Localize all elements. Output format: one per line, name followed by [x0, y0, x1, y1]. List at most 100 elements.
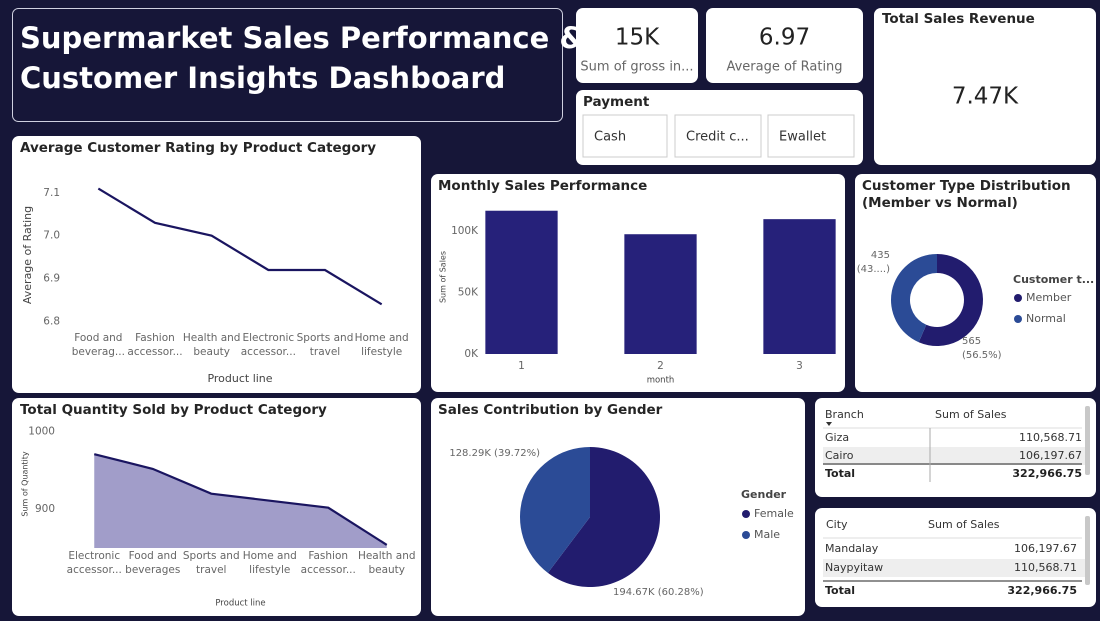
x-tick-label: Health and beauty: [358, 550, 416, 576]
y-tick-label: 100K: [451, 225, 479, 237]
text-line: Home and: [355, 332, 409, 344]
data-label: 565 (56.5%): [962, 336, 1002, 361]
x-tick-label: Sports and travel: [183, 550, 240, 576]
x-tick-label: 1: [518, 360, 525, 372]
chart-title: Average Customer Rating by Product Categ…: [20, 140, 376, 156]
x-tick-label: Home and lifestyle: [355, 332, 409, 358]
text-line: accessor...: [241, 346, 296, 358]
table-cell: Mandalay: [825, 542, 879, 555]
row-band: [823, 447, 1085, 465]
slicer-option-box[interactable]: [674, 114, 762, 158]
bar: [485, 210, 558, 354]
slicer-option[interactable]: Ewallet: [779, 130, 826, 145]
text-line: Customer Type Distribution: [862, 178, 1071, 194]
legend-title: Gender: [741, 488, 787, 501]
text-line: beverages: [125, 564, 180, 576]
card-label: Average of Rating: [726, 60, 842, 75]
row-band: [823, 559, 1085, 577]
title-box: [12, 8, 563, 122]
bar: [624, 234, 697, 354]
card-value: 15K: [615, 25, 660, 51]
panel: [815, 508, 1096, 607]
slicer-title: Payment: [583, 94, 650, 110]
scrollbar: [1085, 406, 1090, 475]
y-tick-label: 6.9: [43, 273, 60, 285]
x-tick-label: Electronic accessor...: [241, 332, 296, 358]
text-line: Home and: [243, 550, 297, 562]
table-header: Branch: [825, 408, 864, 421]
text-line: Electronic: [68, 550, 120, 562]
table-cell: 106,197.67: [1019, 449, 1082, 462]
table-cell: 110,568.71: [1019, 431, 1082, 444]
y-tick-label: 7.0: [43, 230, 60, 242]
legend-swatch: [1014, 294, 1022, 302]
y-tick-label: 1000: [28, 426, 55, 438]
text-line: beverag...: [72, 346, 125, 358]
x-tick-label: Fashion accessor...: [127, 332, 182, 358]
bar: [763, 219, 836, 354]
text-line: accessor...: [127, 346, 182, 358]
x-tick-label: Health and beauty: [183, 332, 241, 358]
card-value: 6.97: [759, 25, 810, 51]
text-line: beauty: [368, 564, 405, 576]
card-label: Sum of gross in...: [580, 60, 693, 75]
data-label: 435 (43....): [857, 250, 890, 275]
text-line: lifestyle: [249, 564, 290, 576]
table-cell: Giza: [825, 431, 849, 444]
y-tick-label: 0K: [464, 348, 479, 360]
panel: [576, 8, 698, 83]
legend-label: Male: [754, 528, 780, 541]
text-line: (43....): [857, 264, 890, 275]
x-tick-label: 2: [657, 360, 664, 372]
data-label: 194.67K (60.28%): [613, 587, 704, 598]
legend-title: Customer t...: [1013, 273, 1094, 286]
text-line: Sports and: [183, 550, 240, 562]
sort-indicator: [826, 422, 832, 426]
slice: [891, 254, 937, 343]
text-line: 435: [871, 250, 890, 261]
y-tick-label: 7.1: [43, 187, 60, 199]
legend-swatch: [742, 531, 750, 539]
legend-swatch: [742, 510, 750, 518]
table-cell: Cairo: [825, 449, 854, 462]
panel: [706, 8, 863, 83]
text-line: accessor...: [301, 564, 356, 576]
y-tick-label: 900: [35, 503, 55, 515]
x-tick-label: Food and beverages: [125, 550, 180, 576]
text-line: Electronic: [242, 332, 294, 344]
slicer-option[interactable]: Credit c...: [686, 130, 749, 145]
y-axis-title: Average of Rating: [21, 206, 34, 304]
text-line: Sports and: [297, 332, 354, 344]
slicer-option[interactable]: Cash: [594, 130, 626, 145]
text-line: Food and: [74, 332, 122, 344]
chart-title: Sales Contribution by Gender: [438, 402, 663, 418]
text-line: (Member vs Normal): [862, 195, 1018, 211]
table-total: Total: [825, 584, 855, 597]
slice: [547, 447, 661, 587]
card-title: Total Sales Revenue: [882, 11, 1035, 27]
legend-label: Member: [1026, 291, 1072, 304]
chart-title: Monthly Sales Performance: [438, 178, 647, 194]
y-tick-label: 6.8: [43, 315, 60, 327]
line: [97, 187, 383, 306]
panel: [874, 8, 1096, 165]
chart-title: Total Quantity Sold by Product Category: [20, 402, 327, 418]
x-axis-title: Product line: [215, 599, 265, 609]
card-value: 7.47K: [952, 84, 1019, 110]
y-axis-title: Sum of Sales: [439, 251, 448, 303]
area: [94, 454, 387, 548]
slicer-option-box[interactable]: [767, 114, 855, 158]
x-tick-label: Electronic accessor...: [67, 550, 122, 576]
dashboard-title: Supermarket Sales Performance &: [20, 21, 585, 55]
slice: [918, 254, 983, 346]
table-cell: 110,568.71: [1014, 561, 1077, 574]
table-total: Total: [825, 467, 855, 480]
x-tick-label: Food and beverag...: [72, 332, 125, 358]
text-line: Health and: [358, 550, 416, 562]
table-cell: Naypyitaw: [825, 561, 883, 574]
data-label: 128.29K (39.72%): [449, 448, 540, 459]
legend-label: Female: [754, 507, 794, 520]
text-line: Fashion: [135, 332, 175, 344]
slicer-option-box[interactable]: [582, 114, 668, 158]
